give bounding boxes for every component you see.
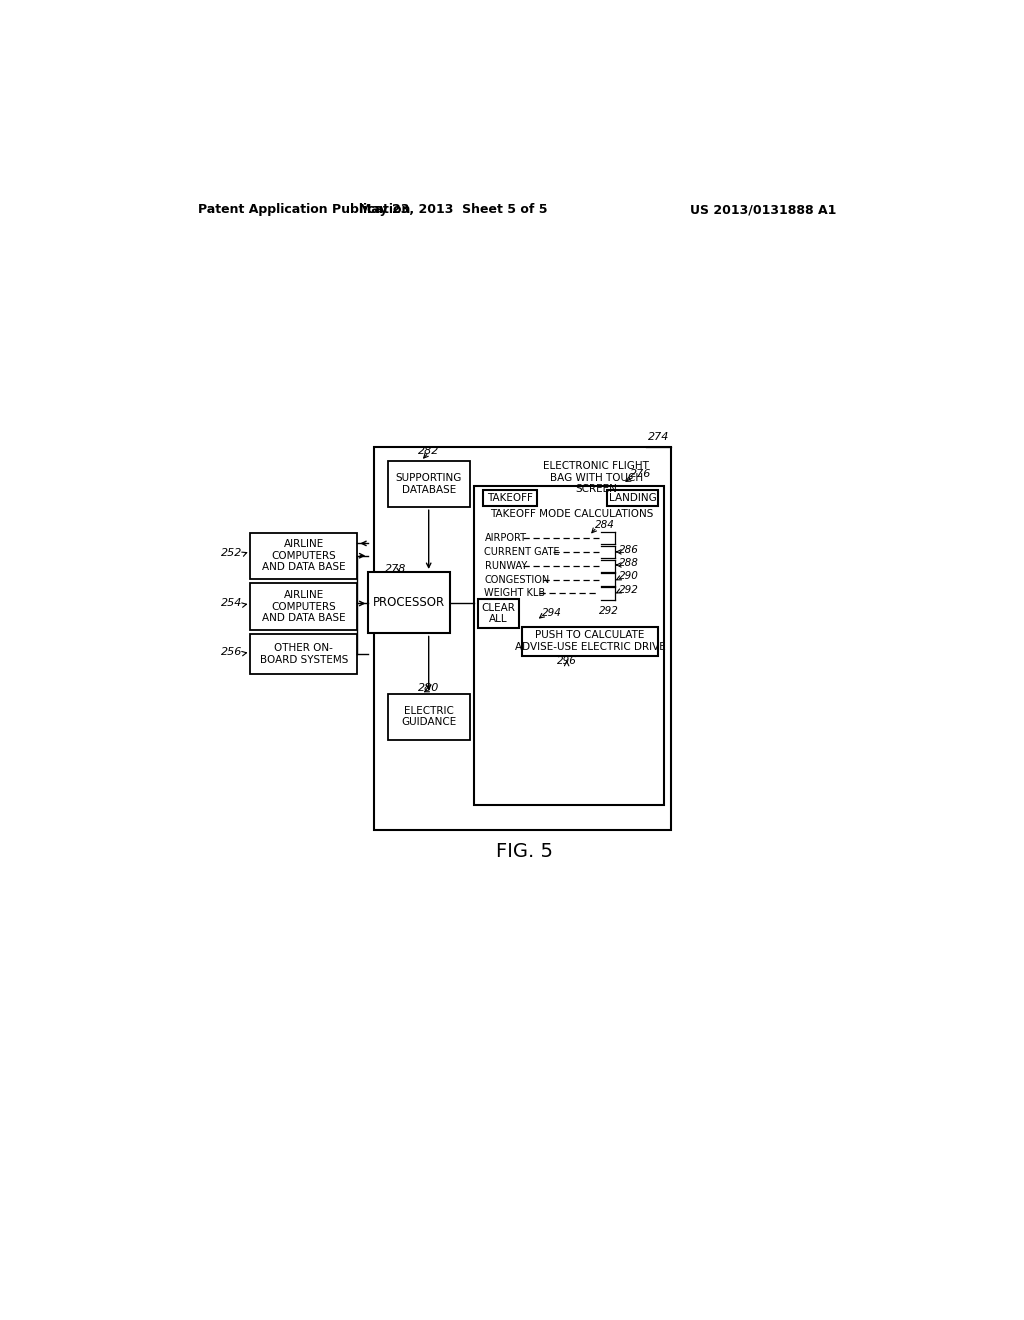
Text: May 23, 2013  Sheet 5 of 5: May 23, 2013 Sheet 5 of 5 xyxy=(359,203,548,216)
Bar xyxy=(483,490,538,507)
Bar xyxy=(388,461,470,507)
Text: 278: 278 xyxy=(385,564,407,574)
Bar xyxy=(521,627,658,656)
Text: US 2013/0131888 A1: US 2013/0131888 A1 xyxy=(690,203,837,216)
Bar xyxy=(474,486,665,805)
Text: PUSH TO CALCULATE
ADVISE-USE ELECTRIC DRIVE: PUSH TO CALCULATE ADVISE-USE ELECTRIC DR… xyxy=(514,631,666,652)
Text: ELECTRONIC FLIGHT
BAG WITH TOUCH
SCREEN: ELECTRONIC FLIGHT BAG WITH TOUCH SCREEN xyxy=(543,461,649,494)
Bar xyxy=(375,447,671,830)
Text: TAKEOFF: TAKEOFF xyxy=(487,492,534,503)
Bar xyxy=(478,599,518,628)
Text: PROCESSOR: PROCESSOR xyxy=(373,597,444,610)
Text: OTHER ON-
BOARD SYSTEMS: OTHER ON- BOARD SYSTEMS xyxy=(260,643,348,665)
Text: AIRPORT: AIRPORT xyxy=(484,533,526,543)
Bar xyxy=(251,583,357,630)
Text: Patent Application Publication: Patent Application Publication xyxy=(198,203,411,216)
Text: 294: 294 xyxy=(542,607,562,618)
Text: 292: 292 xyxy=(599,606,620,616)
Text: FIG. 5: FIG. 5 xyxy=(497,842,553,861)
Text: 296: 296 xyxy=(557,656,577,667)
Text: SUPPORTING
DATABASE: SUPPORTING DATABASE xyxy=(395,474,462,495)
Bar xyxy=(251,533,357,579)
Text: 286: 286 xyxy=(618,545,638,554)
Text: 290: 290 xyxy=(618,570,638,581)
Text: 282: 282 xyxy=(418,446,439,455)
Bar xyxy=(388,693,470,739)
Bar xyxy=(607,490,658,507)
Text: AIRLINE
COMPUTERS
AND DATA BASE: AIRLINE COMPUTERS AND DATA BASE xyxy=(262,539,346,573)
Bar xyxy=(251,635,357,675)
Text: ELECTRIC
GUIDANCE: ELECTRIC GUIDANCE xyxy=(401,706,457,727)
Text: AIRLINE
COMPUTERS
AND DATA BASE: AIRLINE COMPUTERS AND DATA BASE xyxy=(262,590,346,623)
Text: WEIGHT KLB: WEIGHT KLB xyxy=(484,589,546,598)
Bar xyxy=(369,572,450,634)
Text: TAKEOFF MODE CALCULATIONS: TAKEOFF MODE CALCULATIONS xyxy=(489,510,653,519)
Text: CURRENT GATE: CURRENT GATE xyxy=(484,546,560,557)
Text: 256: 256 xyxy=(220,647,242,657)
Text: 292: 292 xyxy=(618,585,638,594)
Text: 274: 274 xyxy=(648,432,670,442)
Text: LANDING: LANDING xyxy=(608,492,656,503)
Text: 254: 254 xyxy=(220,598,242,609)
Text: RUNWAY: RUNWAY xyxy=(484,561,526,570)
Text: 276: 276 xyxy=(630,469,651,479)
Text: CONGESTION: CONGESTION xyxy=(484,574,550,585)
Text: 288: 288 xyxy=(618,557,638,568)
Text: CLEAR
ALL: CLEAR ALL xyxy=(481,603,515,624)
Text: 280: 280 xyxy=(418,684,439,693)
Text: 284: 284 xyxy=(595,520,614,529)
Text: 252: 252 xyxy=(220,548,242,557)
